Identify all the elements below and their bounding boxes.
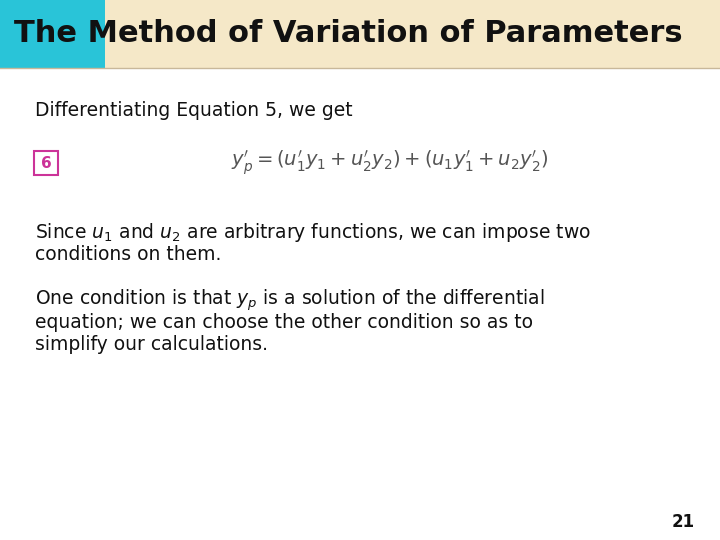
Text: simplify our calculations.: simplify our calculations. — [35, 334, 268, 354]
Text: 6: 6 — [40, 156, 51, 171]
FancyBboxPatch shape — [34, 151, 58, 175]
Text: conditions on them.: conditions on them. — [35, 246, 221, 265]
Text: Differentiating Equation 5, we get: Differentiating Equation 5, we get — [35, 100, 353, 119]
Text: The Method of Variation of Parameters: The Method of Variation of Parameters — [14, 19, 683, 49]
Text: Since $u_1$ and $u_2$ are arbitrary functions, we can impose two: Since $u_1$ and $u_2$ are arbitrary func… — [35, 221, 591, 245]
Bar — [0, 0, 105, 68]
Text: One condition is that $y_p$ is a solution of the differential: One condition is that $y_p$ is a solutio… — [35, 287, 544, 313]
Text: equation; we can choose the other condition so as to: equation; we can choose the other condit… — [35, 313, 533, 332]
Bar — [0, 0, 720, 68]
Text: 21: 21 — [672, 513, 695, 531]
Text: $y_p^{\prime} = (u_1^{\prime} y_1 + u_2^{\prime} y_2) + (u_1 y_1^{\prime} + u_2 : $y_p^{\prime} = (u_1^{\prime} y_1 + u_2^… — [231, 148, 549, 177]
